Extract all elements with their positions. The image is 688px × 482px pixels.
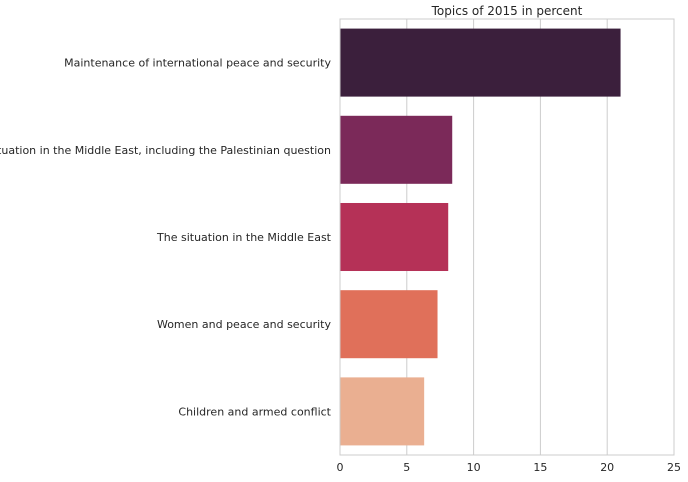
chart-title: Topics of 2015 in percent	[431, 4, 583, 18]
category-label: Women and peace and security	[157, 318, 332, 331]
x-tick-label: 10	[467, 461, 481, 474]
bar	[340, 28, 621, 97]
bars	[340, 28, 621, 446]
category-label: Maintenance of international peace and s…	[64, 57, 331, 70]
bar	[340, 202, 449, 272]
x-tick-labels: 0 5 10 15 20 25	[337, 461, 682, 474]
category-label: The situation in the Middle East	[156, 231, 332, 244]
x-tick-label: 15	[533, 461, 547, 474]
category-labels: Maintenance of international peace and s…	[0, 57, 332, 419]
plot-frame	[339, 18, 675, 456]
bar	[340, 115, 453, 184]
bar	[340, 290, 438, 359]
category-label: Children and armed conflict	[178, 405, 331, 418]
x-tick-label: 25	[667, 461, 681, 474]
x-tick-label: 5	[403, 461, 410, 474]
bar	[340, 377, 425, 446]
category-label: The situation in the Middle East, includ…	[0, 144, 331, 157]
x-tick-label: 0	[337, 461, 344, 474]
x-tick-label: 20	[600, 461, 614, 474]
